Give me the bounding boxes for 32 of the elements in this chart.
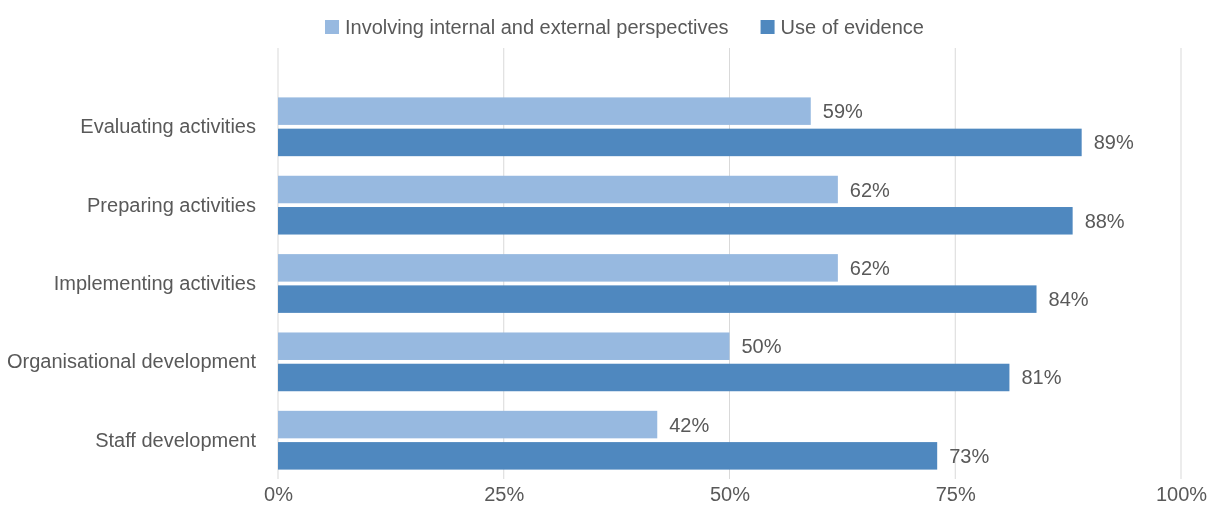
bar [278, 207, 1073, 235]
y-tick-label: Preparing activities [87, 193, 256, 216]
bar [278, 363, 1010, 392]
bar [278, 175, 838, 204]
data-label: 42% [669, 413, 710, 436]
data-label: 89% [1093, 131, 1134, 154]
data-label: 62% [849, 178, 891, 201]
bar [278, 285, 1037, 313]
data-label: 62% [849, 256, 891, 279]
bar [278, 442, 938, 470]
data-label: 73% [949, 444, 990, 467]
x-tick-label: 75% [935, 483, 976, 506]
data-label: 59% [822, 100, 864, 123]
x-tick-label: 50% [709, 483, 751, 506]
legend-label: Use of evidence [780, 16, 924, 38]
data-label: 81% [1021, 366, 1062, 389]
data-label: 84% [1048, 288, 1089, 311]
bar [278, 332, 730, 360]
legend-label: Involving internal and external perspectives [345, 16, 729, 38]
bar [278, 97, 811, 125]
y-tick-label: Staff development [95, 428, 257, 451]
x-tick-label: 0% [264, 483, 294, 506]
y-tick-label: Evaluating activities [80, 115, 256, 138]
x-tick-label: 25% [484, 483, 525, 506]
bar [278, 254, 838, 282]
y-tick-label: Organisational development [6, 350, 257, 373]
bar [278, 410, 658, 439]
bar [278, 128, 1082, 157]
y-tick-label: Implementing activities [53, 271, 256, 294]
data-label: 88% [1084, 209, 1125, 232]
x-tick-label: 100% [1155, 483, 1208, 506]
data-label: 50% [741, 335, 782, 358]
